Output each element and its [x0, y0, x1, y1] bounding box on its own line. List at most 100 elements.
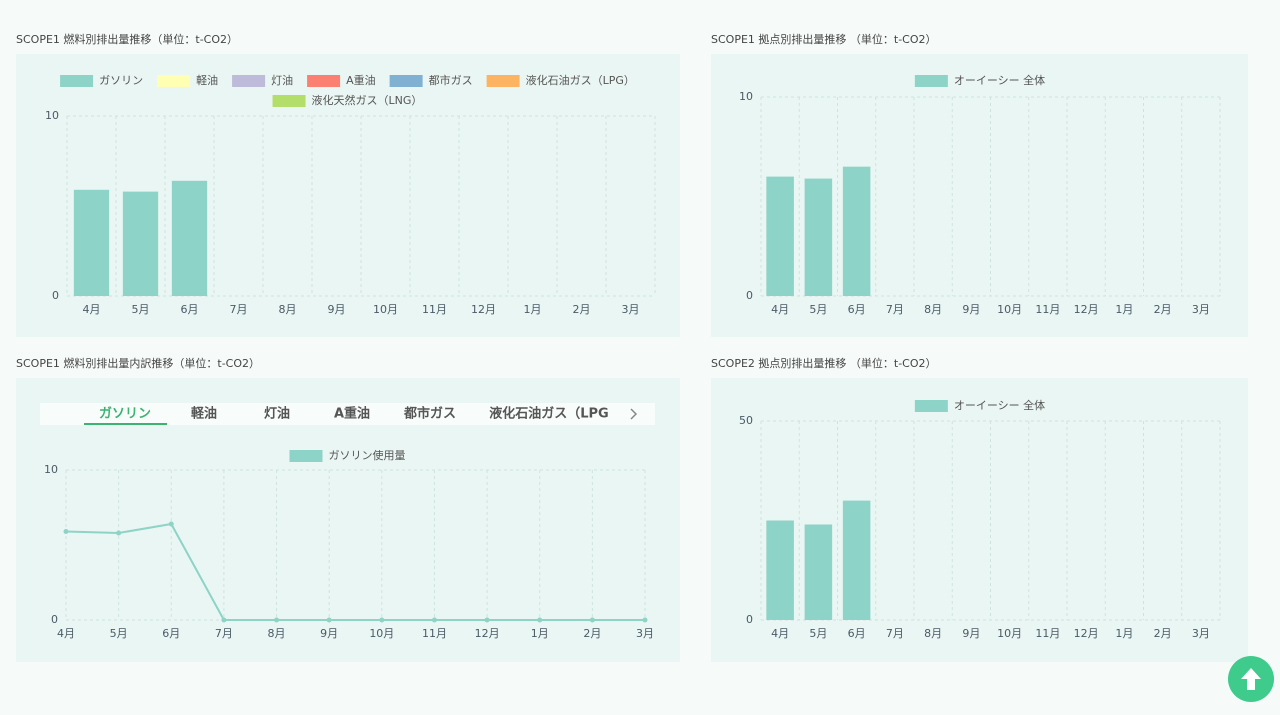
point — [484, 617, 490, 623]
x-tick-label: 7月 — [230, 303, 248, 316]
point — [589, 617, 595, 623]
legend-swatch — [157, 75, 191, 87]
chart-title: SCOPE1 拠点別排出量推移 （単位：t-CO2） — [711, 32, 937, 46]
legend-item: ガソリン — [60, 74, 143, 87]
tab[interactable]: 灯油 — [264, 406, 290, 422]
legend-label: 軽油 — [196, 73, 218, 87]
point — [537, 617, 543, 623]
legend-swatch — [914, 75, 948, 87]
x-tick-label: 4月 — [57, 627, 75, 640]
bar — [804, 524, 833, 620]
legend-item: 液化天然ガス（LNG） — [272, 93, 422, 107]
x-tick-label: 5月 — [110, 627, 128, 640]
tab[interactable]: 軽油 — [191, 406, 217, 422]
x-tick-label: 6月 — [181, 303, 199, 316]
bar — [766, 520, 794, 620]
legend-swatch — [60, 75, 94, 87]
x-tick-label: 10月 — [997, 303, 1022, 316]
legend-label: A重油 — [346, 73, 376, 87]
x-tick-label: 2月 — [1154, 627, 1172, 640]
x-tick-label: 2月 — [1154, 303, 1172, 316]
point — [326, 617, 332, 623]
x-tick-label: 5月 — [132, 303, 150, 316]
tab[interactable]: 液化石油ガス（LPG — [489, 406, 608, 422]
bar — [73, 189, 110, 296]
point — [274, 617, 280, 623]
panel — [711, 378, 1248, 662]
x-tick-label: 4月 — [83, 303, 101, 316]
bar — [842, 500, 871, 620]
y-tick-label: 0 — [746, 613, 753, 626]
chart-title: SCOPE2 拠点別排出量推移 （単位：t-CO2） — [711, 356, 937, 370]
x-tick-label: 4月 — [771, 627, 789, 640]
x-tick-label: 12月 — [1074, 627, 1099, 640]
panel — [16, 378, 680, 662]
line — [65, 522, 645, 621]
x-tick-label: 11月 — [1035, 303, 1060, 316]
legend-swatch — [389, 75, 423, 87]
x-tick-label: 7月 — [886, 303, 904, 316]
x-tick-label: 1月 — [524, 303, 542, 316]
x-tick-label: 12月 — [471, 303, 496, 316]
legend-item: ガソリン使用量 — [289, 449, 406, 462]
y-tick-label: 10 — [45, 109, 59, 122]
bar — [122, 191, 159, 296]
y-tick-label: 50 — [739, 414, 753, 427]
legend-item: 灯油 — [232, 73, 293, 87]
point — [431, 617, 437, 623]
panel — [711, 54, 1248, 337]
tab-bar — [40, 403, 655, 425]
legend-swatch — [272, 95, 306, 107]
legend-swatch — [289, 450, 323, 462]
legend-swatch — [232, 75, 266, 87]
x-tick-label: 3月 — [622, 303, 640, 316]
x-tick-label: 11月 — [422, 303, 447, 316]
x-tick-label: 10月 — [373, 303, 398, 316]
bar — [171, 180, 208, 296]
tab[interactable]: 都市ガス — [403, 406, 456, 422]
point — [116, 530, 122, 536]
point — [642, 617, 648, 623]
legend-item: オーイーシー 全体 — [914, 73, 1045, 87]
x-tick-label: 9月 — [328, 303, 346, 316]
bar — [766, 176, 794, 296]
x-tick-label: 3月 — [1192, 303, 1210, 316]
tab[interactable]: A重油 — [334, 406, 370, 422]
bar — [804, 178, 833, 296]
legend-item: A重油 — [307, 73, 376, 87]
x-tick-label: 9月 — [962, 627, 980, 640]
legend-label: 灯油 — [271, 73, 293, 87]
tab[interactable]: ガソリン — [99, 407, 151, 422]
x-tick-label: 4月 — [771, 303, 789, 316]
y-tick-label: 0 — [52, 289, 59, 302]
legend-swatch — [914, 400, 948, 412]
x-tick-label: 5月 — [809, 627, 827, 640]
x-tick-label: 5月 — [809, 303, 827, 316]
bar — [842, 166, 871, 296]
legend-label: 都市ガス — [429, 73, 473, 87]
legend-item: 都市ガス — [389, 73, 473, 87]
legend-swatch — [486, 75, 520, 87]
point — [221, 617, 227, 623]
x-tick-label: 2月 — [583, 627, 601, 640]
y-tick-label: 10 — [739, 90, 753, 103]
x-tick-label: 8月 — [924, 303, 942, 316]
x-tick-label: 8月 — [924, 627, 942, 640]
y-tick-label: 10 — [44, 463, 58, 476]
x-tick-label: 6月 — [848, 303, 866, 316]
x-tick-label: 9月 — [320, 627, 338, 640]
tab-scroll-arrow[interactable] — [630, 408, 638, 420]
x-tick-label: 8月 — [268, 627, 286, 640]
point — [379, 617, 385, 623]
x-tick-label: 10月 — [997, 627, 1022, 640]
legend-swatch — [307, 75, 341, 87]
x-tick-label: 1月 — [1115, 627, 1133, 640]
x-tick-label: 10月 — [369, 627, 394, 640]
x-tick-label: 2月 — [573, 303, 591, 316]
legend-label: 液化石油ガス（LPG） — [526, 73, 635, 87]
x-tick-label: 12月 — [1074, 303, 1099, 316]
x-tick-label: 1月 — [1115, 303, 1133, 316]
x-tick-label: 11月 — [422, 627, 447, 640]
x-tick-label: 6月 — [848, 627, 866, 640]
scroll-top-button[interactable] — [1228, 656, 1274, 702]
